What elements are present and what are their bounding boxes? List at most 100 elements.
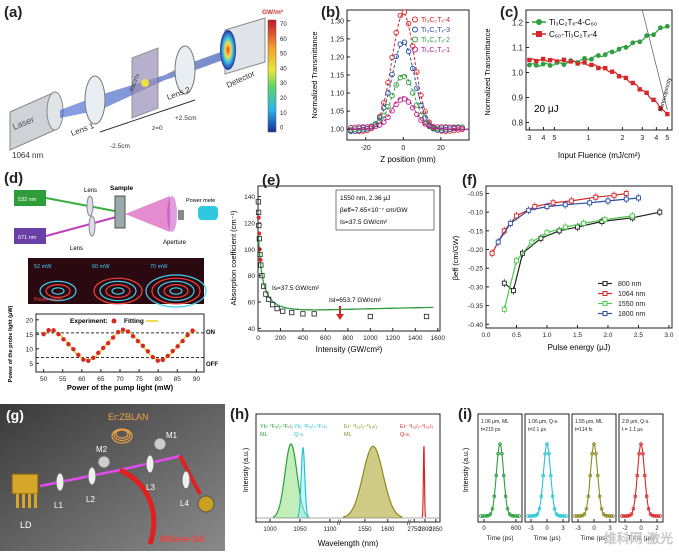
e-xtick-label: 400 — [298, 335, 309, 342]
e-point — [256, 236, 262, 242]
f-legend-marker — [602, 291, 608, 296]
laser-671 — [14, 228, 46, 244]
z-axis — [99, 99, 196, 133]
d-point — [46, 328, 51, 333]
d-point — [175, 344, 180, 349]
b-ytick-label: 1.10 — [330, 91, 344, 98]
b-point — [434, 124, 441, 130]
h-xtick-label: 1600 — [381, 527, 395, 533]
b-point — [409, 90, 416, 96]
f-xtick-label: 3.0 — [664, 332, 673, 339]
f-ytick-label: -0.35 — [468, 303, 483, 310]
ring — [163, 283, 189, 298]
ring — [39, 280, 77, 302]
i-xtick-label: 2 — [655, 526, 659, 532]
f-point — [636, 195, 641, 201]
b-ytick-label: 1.30 — [330, 18, 344, 25]
f-point — [514, 213, 519, 219]
e-ytick-label: 100 — [244, 247, 255, 254]
f-legend-label: 1064 nm — [618, 291, 645, 298]
d-point — [101, 345, 106, 351]
f-point — [575, 224, 580, 230]
i-xtick-label: -3 — [528, 526, 534, 532]
e-point — [270, 302, 276, 308]
laser-671-label: 671 nm — [18, 235, 37, 241]
d-point — [110, 335, 116, 340]
d-point — [51, 328, 56, 333]
b-point — [418, 117, 424, 123]
d-point — [185, 332, 190, 338]
e-ytick-label: 40 — [248, 326, 256, 333]
chart-e-xticks: 0 200 400 600 800 1000 1200 1400 1600 — [256, 328, 445, 342]
b-point — [364, 124, 371, 130]
f-point — [581, 220, 587, 226]
chart-b: 1.30 1.25 1.20 1.15 1.10 1.05 1.00 -20 0 20 Ti₃C… — [310, 9, 470, 164]
aperture — [178, 210, 184, 220]
i-point — [535, 512, 540, 516]
d-xtick-label: 50 — [40, 376, 48, 383]
chart-e: 140 120 100 80 60 40 0 200 400 600 800 1000 1200 140… — [229, 185, 445, 354]
panel-e: (e) 140 120 100 80 60 40 0 200 400 600 800 1000 120… — [226, 166, 446, 402]
off-label: OFF — [206, 362, 218, 368]
d-xtick-label: 70 — [116, 376, 124, 383]
h-er-ml-fill — [342, 446, 403, 518]
f-point — [602, 217, 608, 223]
h-er-qs — [421, 446, 427, 518]
b-point — [418, 92, 424, 98]
f-legend-label: 1800 nm — [618, 311, 645, 318]
h-er-ml — [342, 445, 403, 518]
h-axis-break: // — [407, 520, 411, 527]
chart-b-xticks: -20 0 20 — [361, 137, 445, 152]
i-box-line2: t=114 fs — [575, 427, 593, 433]
c-xtick-label: 2 — [620, 135, 624, 142]
c-point-green — [526, 62, 532, 68]
e-ytick-label: 140 — [244, 194, 255, 201]
f-point — [587, 200, 593, 206]
chart-d-series — [36, 327, 204, 364]
chart-c-frame — [525, 9, 673, 131]
info-e-0: 1550 nm, 2.36 μJ — [340, 195, 390, 202]
e-point — [255, 209, 262, 215]
i-box-line2: t = 1.1 μs — [622, 427, 643, 433]
f-point — [507, 220, 513, 226]
b-point — [401, 39, 408, 45]
d-xtick-label: 55 — [59, 376, 67, 383]
b-point — [422, 109, 428, 115]
c-xtick-label: 3 — [527, 135, 531, 142]
h-er1a: Er: ⁴I₁₃/₂-⁴I₁₅/₂ — [344, 423, 378, 430]
i-pulse — [481, 442, 519, 517]
f-line — [503, 215, 633, 310]
probe-spot — [167, 196, 177, 232]
i-xtick-label: 3 — [561, 526, 565, 532]
b-point — [414, 85, 420, 91]
d-point — [96, 350, 101, 356]
b-legend-marker — [412, 36, 418, 43]
power-meter-ring-label: Power meter — [34, 297, 63, 303]
b-legend-label: Ti₃C₂Tₓ-3 — [421, 27, 450, 34]
f-xtick-label: 0.0 — [481, 332, 490, 339]
chart-c-note: 20 μJ — [534, 104, 559, 115]
d-xtick-label: 90 — [193, 376, 201, 383]
f-point — [623, 196, 629, 202]
c-ytick-label: 0.8 — [512, 119, 524, 128]
fiber-coil — [111, 428, 133, 444]
c-point-red — [665, 111, 670, 117]
chart-e-infobox — [335, 189, 435, 231]
chart-b-legend: Ti₃C₂Tₓ-4 Ti₃C₂Tₓ-3 Ti₃C₂Tₓ-2 Ti₃C₂Tₓ-1 — [412, 16, 450, 54]
e-point-red — [258, 257, 263, 262]
i-xtick-label: 0 — [592, 526, 596, 532]
ld-module — [11, 473, 39, 508]
f-point — [550, 200, 556, 206]
chart-f-ylabel: βeff (cm/GW) — [451, 235, 460, 280]
lens-l1 — [55, 472, 65, 492]
colorbar-tick: 50 — [280, 52, 287, 58]
legend-c-0: Ti₃C₂Tₓ-4-C₆₀ — [549, 18, 597, 27]
i-box — [477, 413, 523, 523]
power-60: 60 mW — [92, 264, 110, 270]
colorbar-tick: 30 — [280, 81, 287, 87]
i-box-line1: 1.06 μm, Q-s. — [528, 419, 558, 425]
f-ytick-label: -0.40 — [468, 322, 483, 329]
f-point — [532, 204, 538, 210]
